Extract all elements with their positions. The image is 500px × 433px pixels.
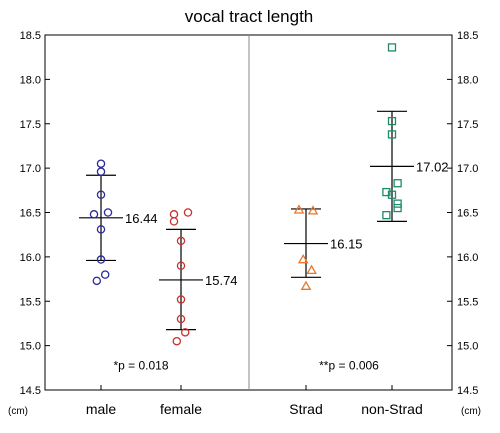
y-tick-label-left-5: 17.0 — [20, 163, 41, 175]
female-point-0 — [169, 210, 179, 219]
non-strad-point-2 — [387, 130, 397, 139]
strad-point-0 — [293, 204, 305, 214]
y-tick-label-left-2: 15.5 — [20, 296, 41, 308]
female-point-4 — [176, 261, 186, 270]
axes-layer: 14.5 14.5 15.0 15.0 15.5 15.5 16.0 16.0 16.5 16.5… — [20, 30, 479, 417]
y-tick-label-right-3: 16.0 — [457, 252, 478, 264]
x-tick-label-male: male — [86, 401, 117, 417]
y-tick-label-left-0: 14.5 — [20, 385, 41, 397]
y-tick-label-left-1: 15.0 — [20, 341, 41, 353]
y-unit-right: (cm) — [461, 406, 481, 417]
non-strad-mean-label: 17.02 — [416, 159, 449, 174]
non-strad-point-4 — [382, 187, 391, 197]
y-tick-label-right-7: 18.0 — [457, 74, 478, 86]
male-point-0 — [96, 159, 106, 168]
y-tick-label-right-2: 15.5 — [457, 296, 478, 308]
non-strad-point-3 — [393, 179, 402, 188]
y-tick-label-right-8: 18.5 — [457, 30, 478, 42]
chart-title: vocal tract length — [185, 7, 314, 26]
non-strad-point-1 — [387, 116, 397, 126]
female-point-5 — [176, 295, 186, 304]
x-tick-label-female: female — [160, 401, 202, 417]
non-strad-point-6 — [393, 199, 402, 208]
y-tick-label-left-6: 17.5 — [20, 119, 41, 131]
y-tick-label-right-4: 16.5 — [457, 208, 478, 220]
strad-point-4 — [300, 280, 312, 290]
x-tick-label-non-strad: non-Strad — [361, 401, 422, 417]
male-point-6 — [96, 255, 106, 264]
female-point-2 — [169, 217, 179, 226]
male-point-3 — [89, 210, 99, 219]
male-point-1 — [96, 167, 106, 176]
strad-point-2 — [297, 254, 309, 264]
male-point-5 — [96, 225, 106, 234]
non-strad-point-0 — [387, 43, 397, 52]
non-strad-point-7 — [393, 203, 402, 213]
x-tick-label-strad: Strad — [289, 401, 322, 417]
strad-point-3 — [306, 264, 317, 274]
female-point-6 — [176, 314, 186, 324]
p-value-annotation-1: **p = 0.006 — [319, 359, 379, 373]
female-point-3 — [176, 236, 186, 246]
non-strad-point-8 — [382, 211, 391, 220]
y-tick-label-right-0: 14.5 — [457, 385, 478, 397]
y-tick-label-left-7: 18.0 — [20, 74, 41, 86]
y-tick-label-right-1: 15.0 — [457, 341, 478, 353]
male-point-4 — [103, 208, 113, 217]
y-tick-label-left-3: 16.0 — [20, 252, 41, 264]
marks-layer: 16.44 15.74 16.15 17.02 *p = 0.018 **p = 0.00… — [79, 43, 449, 373]
y-unit-left: (cm) — [8, 406, 28, 417]
y-tick-label-left-8: 18.5 — [20, 30, 41, 42]
female-point-7 — [180, 328, 190, 337]
male-point-8 — [92, 276, 102, 286]
non-strad-point-5 — [387, 190, 397, 199]
y-tick-label-left-4: 16.5 — [20, 208, 41, 220]
male-point-7 — [100, 270, 110, 279]
strad-mean-label: 16.15 — [330, 237, 363, 252]
male-mean-label: 16.44 — [125, 211, 158, 226]
female-point-1 — [183, 208, 193, 217]
p-value-annotation-0: *p = 0.018 — [113, 359, 168, 373]
female-point-8 — [172, 336, 182, 346]
female-mean-label: 15.74 — [205, 273, 238, 288]
strad-point-1 — [307, 205, 319, 215]
y-tick-label-right-6: 17.5 — [457, 119, 478, 131]
male-point-2 — [96, 190, 106, 199]
y-tick-label-right-5: 17.0 — [457, 163, 478, 175]
